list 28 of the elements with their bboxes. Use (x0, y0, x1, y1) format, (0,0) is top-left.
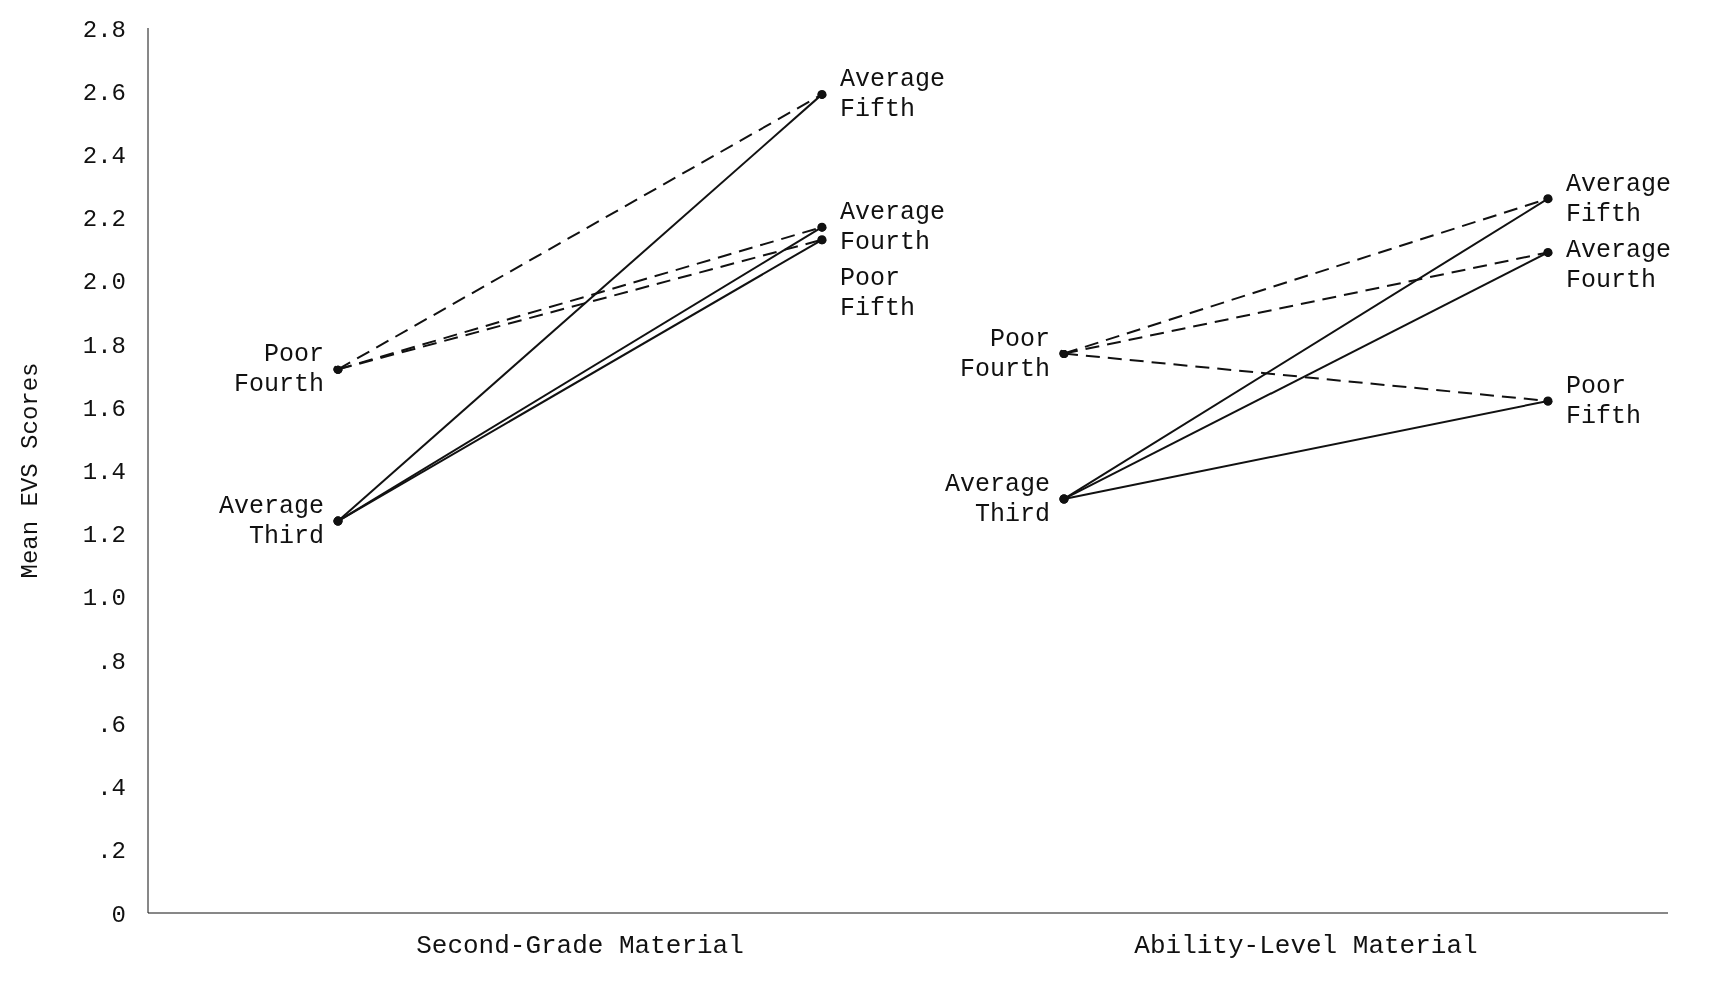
data-label: Poor Fifth (840, 264, 916, 324)
x-tick-label: Ability-Level Material (1134, 931, 1478, 962)
y-tick-label: 1.4 (82, 459, 126, 487)
y-tick-label: 2.2 (82, 206, 126, 234)
data-label: Average Third (218, 492, 324, 552)
y-tick-label: .8 (97, 648, 126, 676)
data-label: Average Fifth (1566, 169, 1672, 229)
data-label: Average Fourth (1566, 235, 1672, 295)
y-tick-label: 2.6 (82, 79, 126, 107)
y-tick-label: 1.0 (82, 585, 126, 613)
y-tick-label: 1.2 (82, 522, 126, 550)
y-tick-label: 1.6 (82, 395, 126, 423)
y-tick-label: .4 (97, 775, 126, 803)
y-tick-label: 0 (111, 901, 126, 929)
data-label: Poor Fourth (959, 324, 1050, 384)
x-tick-label: Second-Grade Material (416, 931, 744, 962)
y-tick-label: .2 (97, 838, 126, 866)
data-label: Poor Fifth (1566, 371, 1642, 431)
y-tick-label: 1.8 (82, 332, 126, 360)
data-label: Average Fourth (840, 198, 946, 258)
data-label: Average Third (944, 469, 1050, 529)
y-tick-label: 2.4 (82, 142, 126, 170)
y-axis-title: Mean EVS Scores (16, 362, 44, 579)
y-tick-label: 2.8 (82, 16, 126, 44)
y-tick-label: 2.0 (82, 269, 126, 297)
y-tick-label: .6 (97, 711, 126, 739)
data-label: Poor Fourth (233, 340, 324, 400)
data-label: Average Fifth (840, 65, 946, 125)
